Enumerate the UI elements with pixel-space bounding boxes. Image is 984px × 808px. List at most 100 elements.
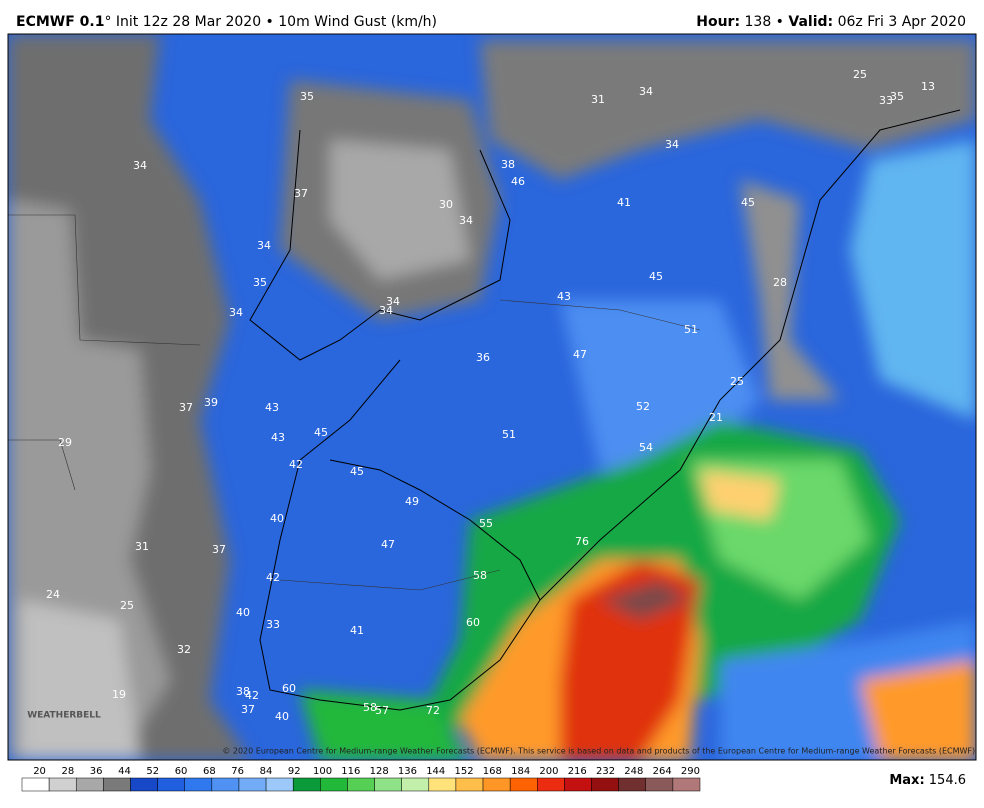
- colorbar-tick-label: 248: [624, 766, 643, 777]
- colorbar-tick-label: 290: [681, 766, 700, 777]
- map-label: 25: [730, 375, 744, 388]
- map-label: 45: [350, 465, 364, 478]
- header-right: Hour: 138 • Valid: 06z Fri 3 Apr 2020: [696, 14, 966, 30]
- map-label: 55: [479, 517, 493, 530]
- map-label: 35: [890, 90, 904, 103]
- map-label: 40: [275, 710, 289, 723]
- colorbar-swatch: [75, 777, 104, 792]
- hour-label: Hour:: [696, 14, 740, 30]
- map-label: 45: [314, 426, 328, 439]
- map-label: 37: [241, 703, 255, 716]
- map-label: 38: [236, 685, 250, 698]
- map-label: 24: [46, 588, 60, 601]
- map-frame: [7, 33, 977, 761]
- map-label: 41: [350, 624, 364, 637]
- map-label: 29: [58, 436, 72, 449]
- colorbar-swatch: [184, 777, 213, 792]
- map-label: 52: [636, 400, 650, 413]
- colorbar-swatch: [320, 777, 348, 792]
- colorbar-tick-label: 232: [596, 766, 615, 777]
- colorbar-swatch: [564, 777, 592, 792]
- map-label: 35: [300, 90, 314, 103]
- map-label: 43: [557, 290, 571, 303]
- colorbar-tick-label: 216: [568, 766, 587, 777]
- map-label: 13: [921, 80, 935, 93]
- colorbar-tick-label: 60: [175, 766, 188, 777]
- map-label: 42: [245, 689, 259, 702]
- map-label: 25: [853, 68, 867, 81]
- map-label: 36: [476, 351, 490, 364]
- map-label: 37: [212, 543, 226, 556]
- map-label: 34: [229, 306, 243, 319]
- max-value: 154.6: [925, 773, 966, 788]
- map-label: 51: [502, 428, 516, 441]
- colorbar-tick-label: 128: [370, 766, 389, 777]
- map-label: 34: [133, 159, 147, 172]
- colorbar-swatch: [509, 777, 538, 792]
- map-label: 57: [375, 704, 389, 717]
- map-label: 34: [665, 138, 679, 151]
- colorbar-swatch: [401, 777, 430, 792]
- colorbar: 20 28 36 44 52 60 68 76 84 92 100 116 128 136 144 152 16…: [21, 766, 701, 792]
- map-label: 38: [501, 158, 515, 171]
- map-label: 40: [236, 606, 250, 619]
- colorbar-tick-label: 116: [341, 766, 360, 777]
- map-label: 33: [879, 94, 893, 107]
- colorbar-swatch: [618, 777, 647, 792]
- map-label: 37: [179, 401, 193, 414]
- colorbar-swatch: [537, 777, 565, 792]
- map-label: 45: [649, 270, 663, 283]
- map-label: 34: [386, 295, 400, 308]
- colorbar-tick-label: 184: [511, 766, 530, 777]
- colorbar-tick-label: 152: [455, 766, 474, 777]
- colorbar-swatch: [238, 777, 267, 792]
- map-label: 41: [617, 196, 631, 209]
- colorbar-swatch: [672, 777, 701, 792]
- colorbar-swatch: [645, 777, 674, 792]
- map-label: 45: [741, 196, 755, 209]
- map-label: 58: [363, 701, 377, 714]
- colorbar-tick-label: 44: [118, 766, 131, 777]
- map-label: 21: [709, 411, 723, 424]
- colorbar-tick-label: 136: [398, 766, 417, 777]
- colorbar-swatch: [455, 777, 484, 792]
- map-label: 40: [270, 512, 284, 525]
- map-label: 19: [112, 688, 126, 701]
- map-label: 76: [575, 535, 589, 548]
- colorbar-tick-label: 144: [426, 766, 445, 777]
- colorbar-swatch: [265, 777, 294, 792]
- colorbar-swatch: [21, 777, 50, 792]
- title: ° Init 12z 28 Mar 2020 • 10m Wind Gust (…: [104, 14, 437, 30]
- map-label: 30: [439, 198, 453, 211]
- map-label: 49: [405, 495, 419, 508]
- copyright: © 2020 European Centre for Medium-range …: [222, 747, 977, 756]
- map-label: 43: [271, 431, 285, 444]
- map-label: 51: [684, 323, 698, 336]
- map-label: 32: [177, 643, 191, 656]
- valid-value: 06z Fri 3 Apr 2020: [833, 14, 966, 30]
- colorbar-tick-label: 76: [231, 766, 244, 777]
- colorbar-tick-label: 28: [61, 766, 74, 777]
- colorbar-swatch: [374, 777, 402, 792]
- colorbar-swatch: [347, 777, 375, 792]
- max: Max: 154.6: [889, 773, 966, 788]
- map-label: 37: [294, 187, 308, 200]
- colorbar-tick-label: 200: [539, 766, 558, 777]
- colorbar-tick-label: 100: [313, 766, 332, 777]
- map-label: 33: [266, 618, 280, 631]
- colorbar-swatch: [428, 777, 457, 792]
- hour-value: 138 •: [740, 14, 788, 30]
- colorbar-tick-label: 84: [260, 766, 273, 777]
- valid-label: Valid:: [788, 14, 833, 30]
- colorbar-tick-label: 168: [483, 766, 502, 777]
- map-label: 58: [473, 569, 487, 582]
- map-label: 31: [591, 93, 605, 106]
- colorbar-swatch: [103, 777, 131, 792]
- map-label: 34: [459, 214, 473, 227]
- map-label: 42: [266, 571, 280, 584]
- colorbar-tick-label: 52: [146, 766, 159, 777]
- colorbar-swatch: [211, 777, 240, 792]
- max-label: Max:: [889, 773, 924, 788]
